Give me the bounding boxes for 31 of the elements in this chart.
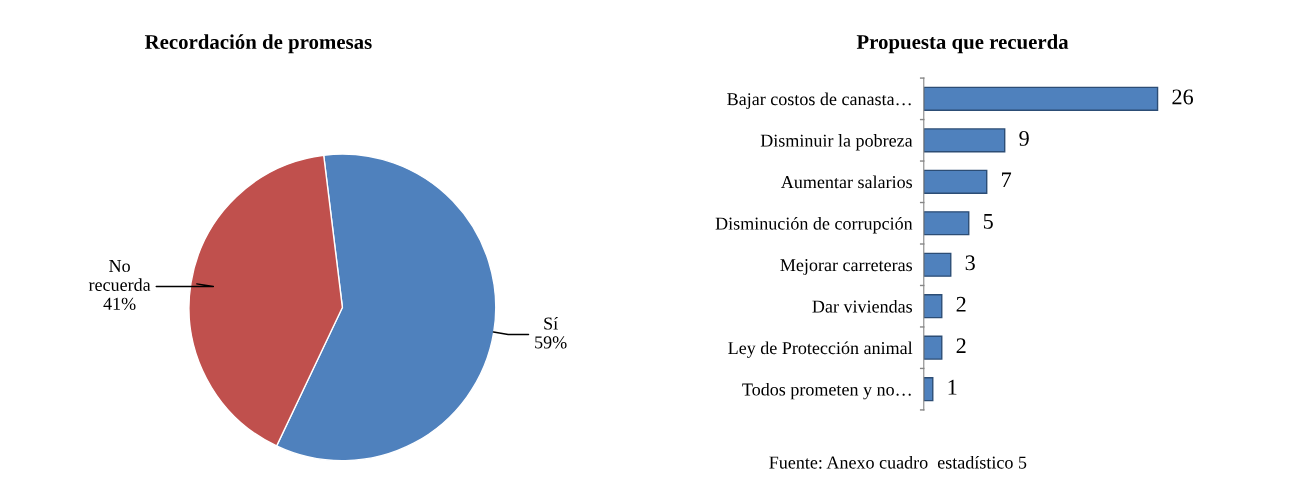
chart-title: Recordación de promesas: [144, 34, 372, 54]
y-tick-label: Disminuir la pobreza: [760, 134, 913, 151]
bar: [923, 211, 970, 236]
bar: [923, 169, 988, 194]
y-tick-label: Dar viviendas: [812, 299, 913, 313]
y-tick-label: Todos prometen y no…: [742, 382, 911, 400]
data-label: 5: [983, 214, 993, 229]
slice-label: No recuerda: [88, 260, 151, 291]
bar: [923, 377, 934, 402]
data-label: 3: [965, 255, 975, 271]
bar: [923, 128, 1006, 153]
bar: [923, 252, 952, 277]
data-label: 2: [956, 296, 966, 312]
y-tick-label: Ley de Protección animal: [728, 341, 913, 358]
data-label: 7: [1002, 172, 1012, 188]
source-note: Fuente: Anexo cuadro estadístico 5: [769, 455, 1027, 469]
y-tick-label: Bajar costos de canasta…: [727, 92, 911, 109]
data-label: 41%: [103, 297, 136, 310]
chart-title: Propuesta que recuerda: [856, 34, 1069, 54]
data-label: 59%: [535, 336, 567, 349]
slice-label: Sí: [544, 316, 558, 330]
y-tick-label: Disminución de corrupción: [715, 216, 913, 234]
data-label: 26: [1172, 89, 1194, 105]
bar: [923, 294, 943, 319]
y-tick-label: Aumentar salarios: [780, 175, 913, 189]
bar: [923, 335, 943, 360]
bar: [923, 86, 1159, 111]
data-label: 9: [1019, 130, 1029, 146]
data-label: 2: [956, 338, 966, 354]
y-tick-label: Mejorar carreteras: [780, 259, 913, 275]
data-label: 1: [948, 379, 957, 395]
